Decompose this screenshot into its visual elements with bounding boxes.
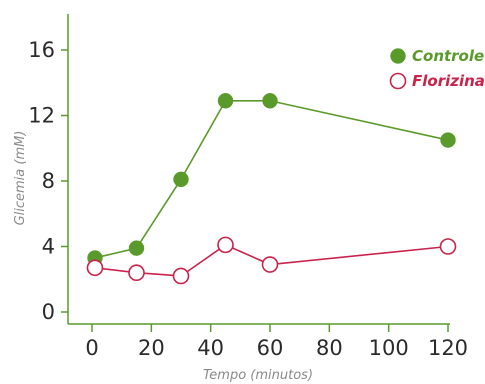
- data-point-controle: [262, 93, 278, 109]
- data-point-controle: [128, 240, 145, 256]
- y-tick-label: 16: [28, 38, 55, 62]
- x-ticks: 0 20 40 60 80 100 120: [85, 324, 468, 360]
- legend-marker-controle: [390, 48, 406, 64]
- x-tick-label: 0: [85, 336, 98, 360]
- y-tick-label: 12: [28, 104, 55, 128]
- x-tick-label: 60: [257, 336, 284, 360]
- data-point-florizina: [128, 264, 145, 282]
- y-tick-label: 8: [42, 169, 55, 193]
- legend-label-controle: Controle: [412, 47, 484, 65]
- series-florizina: [86, 236, 457, 285]
- data-point-florizina: [86, 259, 104, 277]
- data-point-controle: [173, 171, 189, 188]
- data-point-florizina: [261, 256, 279, 273]
- axes: [67, 14, 450, 325]
- x-tick-label: 20: [138, 336, 165, 360]
- series-line-controle: [94, 99, 449, 259]
- y-axis-title: Glicemia (mM): [13, 131, 28, 226]
- series-controle: [87, 93, 456, 266]
- y-ticks: 0 4 8 12 16: [28, 38, 68, 324]
- x-axis-title: Tempo (minutos): [203, 368, 313, 383]
- legend-marker-florizina: [389, 72, 407, 90]
- x-tick-label: 100: [369, 336, 409, 360]
- data-point-controle: [217, 93, 234, 109]
- y-tick-label: 0: [42, 300, 55, 324]
- data-point-florizina: [172, 267, 190, 285]
- legend-label-florizina: Florizina: [412, 72, 485, 90]
- data-point-florizina: [439, 238, 457, 255]
- y-tick-label: 4: [42, 235, 55, 259]
- legend: Controle Florizina: [389, 47, 485, 90]
- data-point-florizina: [217, 236, 234, 254]
- x-tick-label: 120: [428, 336, 468, 360]
- x-tick-label: 80: [316, 336, 343, 360]
- x-tick-label: 40: [197, 336, 224, 360]
- data-point-controle: [440, 132, 456, 148]
- series-layer: [86, 93, 457, 285]
